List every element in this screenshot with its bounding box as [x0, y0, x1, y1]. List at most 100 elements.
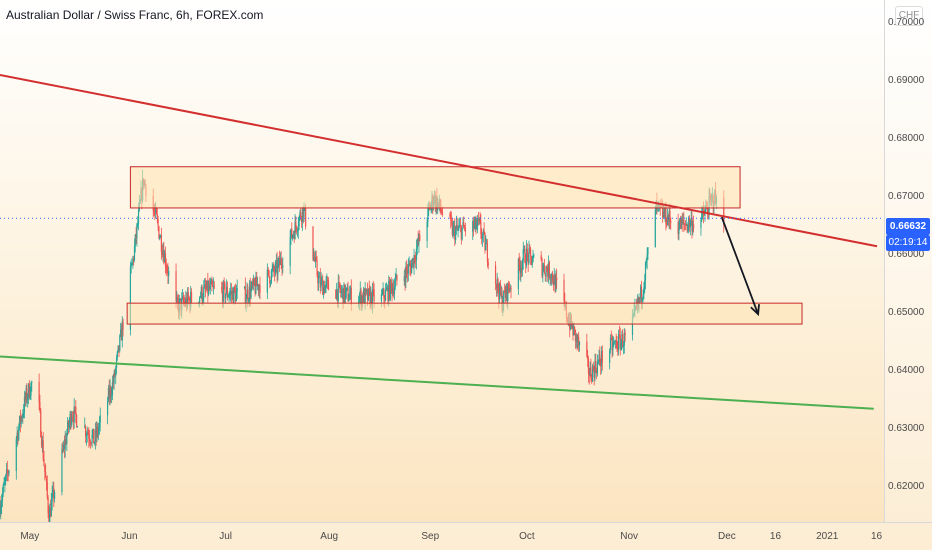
candle-body [176, 297, 178, 301]
candle-body [527, 253, 529, 264]
candle-body [343, 284, 345, 303]
candle-body [596, 369, 598, 374]
candle-body [76, 426, 79, 428]
candle-body [590, 367, 592, 379]
candle-body [323, 285, 325, 293]
candle-body [666, 224, 668, 226]
candle-body [475, 217, 477, 229]
candle-body [251, 282, 253, 289]
candle-body [371, 289, 374, 306]
candle-body [272, 265, 274, 270]
candle-body [302, 207, 304, 217]
candle-body [618, 334, 620, 350]
candle-body [256, 276, 258, 287]
price-axis[interactable] [884, 0, 932, 522]
candle-body [205, 289, 207, 290]
candle-body [26, 388, 28, 401]
time-axis[interactable] [0, 522, 932, 551]
candle-body [168, 271, 170, 276]
candle-body [370, 292, 372, 306]
candle-body [528, 248, 530, 264]
candle-body [601, 351, 603, 363]
candle-body [687, 226, 689, 231]
candle-body [108, 388, 110, 399]
candle-body [640, 286, 643, 302]
candle-body [689, 221, 691, 228]
candle-body [477, 218, 479, 226]
candle-body [221, 287, 223, 290]
candle-body [53, 488, 55, 499]
candle-body [349, 294, 351, 300]
candle-body [282, 265, 284, 268]
candle-body [548, 262, 550, 278]
candle-body [504, 293, 506, 298]
candle-body [312, 226, 314, 260]
candle-body [121, 321, 123, 341]
candle-body [298, 216, 300, 227]
chart-plot-area[interactable] [0, 0, 884, 522]
candle-body [404, 276, 406, 283]
candle-body [500, 292, 502, 295]
candle-body [236, 287, 238, 292]
candle-body [69, 414, 71, 423]
candle-body [618, 334, 621, 336]
candle-body [97, 427, 99, 434]
candle-body [295, 221, 297, 227]
candle-body [341, 288, 343, 291]
candle-body [2, 484, 4, 494]
candle-body [29, 395, 31, 398]
candle-body [318, 277, 320, 284]
candle-body [229, 293, 231, 296]
candle-body [693, 224, 695, 229]
candle-body [90, 442, 92, 444]
candle-body [575, 334, 577, 342]
candle-body [167, 270, 169, 276]
candle-body [415, 248, 418, 261]
candle-body [644, 262, 647, 281]
candle-body [210, 281, 212, 284]
candle-body [274, 271, 276, 274]
candle-body [297, 226, 299, 231]
candle-body [415, 259, 417, 261]
candle-body [530, 255, 533, 265]
candle-body [486, 243, 489, 262]
candle-body [266, 269, 268, 293]
candle-body [110, 387, 112, 396]
candle-body [68, 422, 70, 428]
candle-body [65, 438, 67, 444]
candle-body [230, 290, 233, 295]
candle-body [596, 361, 599, 374]
candle-body [614, 341, 616, 342]
candle-body [131, 263, 133, 266]
candle-body [588, 373, 590, 376]
candle-body [292, 233, 295, 236]
price-tick-label: 0.68000 [888, 132, 925, 144]
candle-body [212, 285, 214, 287]
candle-body [335, 290, 337, 299]
candle-body [419, 234, 421, 241]
chart-title: Australian Dollar / Swiss Franc, 6h, FOR… [6, 8, 264, 22]
candle-body [499, 283, 501, 300]
candle-body [255, 276, 257, 294]
candle-body [118, 345, 120, 351]
candle-body [89, 441, 92, 443]
candle-body [232, 290, 234, 303]
candle-body [546, 267, 548, 272]
candle-body [327, 279, 329, 281]
candle-body [533, 255, 535, 257]
candle-body [459, 225, 461, 227]
time-tick-label: Nov [620, 531, 639, 542]
candle-body [50, 501, 52, 517]
candle-body [320, 279, 322, 288]
candle-body [593, 369, 595, 378]
currency-selector[interactable]: CHF [895, 6, 923, 26]
candle-body [406, 270, 409, 274]
candle-body [133, 246, 136, 260]
price-tick-label: 0.62000 [888, 481, 925, 493]
candle-body [43, 459, 45, 466]
candle-body [388, 280, 391, 299]
candle-body [88, 434, 90, 439]
candle-body [49, 508, 52, 517]
candle-body [41, 440, 43, 447]
candle-body [98, 422, 101, 429]
